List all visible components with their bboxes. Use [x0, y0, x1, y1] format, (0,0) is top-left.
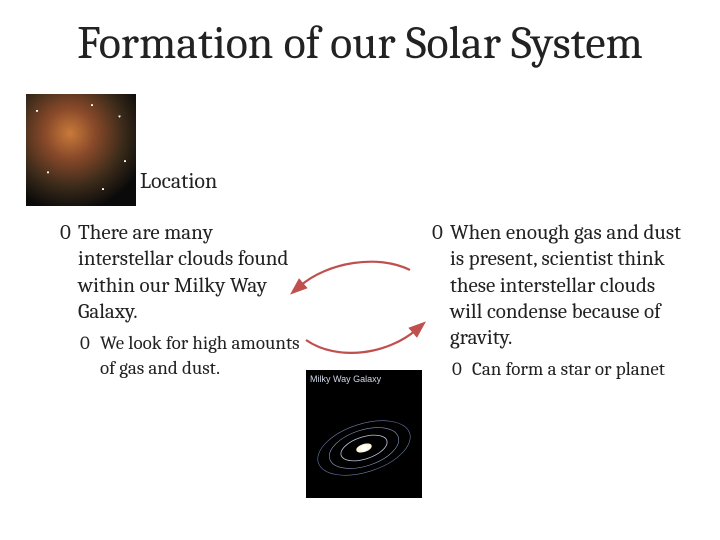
bullet-marker-icon: 0 [432, 220, 443, 246]
left-column: 0 There are many interstellar clouds fou… [60, 220, 300, 380]
bullet-marker-icon: 0 [452, 357, 462, 382]
right-sub-text: Can form a star or planet [472, 358, 665, 380]
slide-subtitle: Location [140, 168, 217, 194]
right-main-bullet: 0 When enough gas and dust is present, s… [432, 220, 692, 351]
nebula-image [26, 94, 136, 206]
galaxy-image: Milky Way Galaxy [306, 370, 422, 498]
bullet-marker-icon: 0 [80, 331, 90, 356]
left-sub-bullet: 0 We look for high amounts of gas and du… [80, 331, 300, 380]
left-sub-text: We look for high amounts of gas and dust… [100, 332, 300, 379]
slide-title: Formation of our Solar System [0, 0, 720, 71]
spiral-galaxy-icon [306, 370, 422, 498]
bullet-marker-icon: 0 [60, 220, 71, 246]
right-main-text: When enough gas and dust is present, sci… [450, 221, 681, 350]
left-main-bullet: 0 There are many interstellar clouds fou… [60, 220, 300, 325]
left-main-text: There are many interstellar clouds found… [78, 221, 288, 324]
right-sub-bullet: 0 Can form a star or planet [452, 357, 692, 382]
right-column: 0 When enough gas and dust is present, s… [432, 220, 692, 382]
cycle-arrows-icon [288, 252, 428, 372]
